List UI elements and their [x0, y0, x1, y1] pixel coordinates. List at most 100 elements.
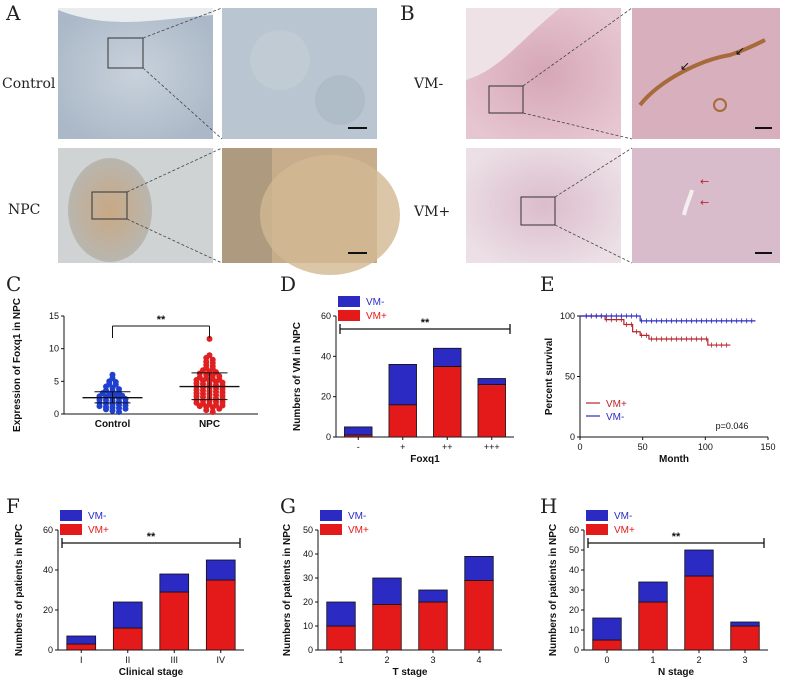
zoom-line	[126, 147, 223, 193]
zoom-line	[554, 147, 633, 198]
bar-vm-plus	[418, 601, 448, 651]
significance-label: **	[157, 314, 166, 326]
x-tick-label: 1	[338, 655, 343, 665]
y-tick-label: 50	[565, 372, 575, 382]
x-tick-label: 3	[430, 655, 435, 665]
y-tick-label: 10	[303, 621, 313, 631]
x-tick-label: NPC	[199, 419, 220, 430]
legend-label-vm-plus: VM+	[606, 399, 627, 410]
zoom-line	[554, 224, 633, 264]
x-axis-label: Foxq1	[410, 454, 440, 465]
micrograph-vm-minus-high: ↙ ↙	[632, 8, 780, 139]
y-tick-label: 40	[43, 565, 53, 575]
y-tick-label: 15	[49, 311, 59, 321]
bar-vm-plus	[66, 643, 97, 651]
x-tick-label: 2	[696, 655, 701, 665]
x-tick-label: 0	[604, 655, 609, 665]
x-tick-label: 0	[577, 442, 582, 452]
row-label-npc: NPC	[8, 202, 40, 218]
panel-letter-e: E	[540, 272, 555, 296]
zoom-line	[522, 7, 633, 87]
x-axis-label: T stage	[392, 667, 427, 678]
legend-label-vm-plus: VM+	[348, 525, 369, 536]
y-tick-label: 0	[570, 432, 575, 442]
bar-vm-minus	[477, 378, 506, 385]
y-tick-label: 40	[569, 565, 579, 575]
bar-vm-plus	[464, 580, 494, 651]
x-tick-label: 1	[650, 655, 655, 665]
y-tick-label: 0	[308, 645, 313, 655]
y-tick-label: 40	[303, 549, 313, 559]
chart-g: G 0 10 20 30 40 50 Numbers of patients in NPC 1 2…	[280, 494, 502, 678]
bar-vm-plus	[159, 591, 190, 651]
bar-vm-minus	[418, 589, 448, 603]
zoom-line	[142, 7, 223, 39]
y-tick-label: 20	[43, 605, 53, 615]
y-tick-label: 40	[321, 351, 331, 361]
panel-letter-c: C	[6, 272, 21, 296]
legend-label-vm-plus: VM+	[88, 525, 109, 536]
data-point-npc	[209, 404, 216, 411]
bar-vm-plus	[433, 366, 462, 438]
micrograph-vm-plus-high: ← ←	[632, 148, 780, 263]
legend-swatch-vm-minus	[60, 510, 82, 521]
bar-vm-plus	[326, 625, 356, 651]
y-tick-label: 0	[48, 645, 53, 655]
bar-vm-minus	[344, 426, 373, 436]
micrograph-npc-high	[222, 148, 400, 275]
arrow-icon: ←	[700, 175, 709, 188]
x-tick-label: III	[170, 655, 178, 665]
y-tick-label: 60	[43, 525, 53, 535]
bar-vm-minus	[730, 621, 760, 627]
y-tick-label: 20	[321, 392, 331, 402]
legend-swatch-vm-plus	[320, 524, 342, 535]
x-tick-label: -	[357, 442, 360, 452]
legend-swatch-vm-plus	[338, 310, 360, 321]
y-tick-label: 0	[54, 409, 59, 419]
x-axis-label: N stage	[658, 667, 695, 678]
p-value-label: p=0.046	[716, 421, 749, 431]
x-tick-label: I	[80, 655, 83, 665]
bar-vm-plus	[205, 579, 236, 651]
y-tick-label: 30	[569, 585, 579, 595]
micrograph-npc-low	[58, 148, 213, 263]
panel-letter-b: B	[400, 1, 415, 25]
x-axis-label: Month	[659, 454, 689, 465]
data-point-npc	[216, 405, 223, 412]
x-tick-label: 100	[698, 442, 713, 452]
x-tick-label: 3	[742, 655, 747, 665]
data-point-control	[122, 405, 129, 412]
data-point-control	[103, 406, 109, 413]
bar-vm-minus	[205, 559, 236, 581]
bar-vm-minus	[464, 556, 494, 581]
arrow-icon: ↙	[680, 59, 690, 73]
panel-letter-h: H	[540, 494, 557, 518]
legend-label-vm-plus: VM+	[366, 311, 387, 322]
data-point-npc	[206, 335, 213, 342]
bar-vm-plus	[477, 384, 506, 438]
data-point-npc	[203, 407, 210, 414]
arrow-icon: ↙	[735, 44, 745, 58]
y-tick-label: 5	[54, 376, 59, 386]
x-tick-label: ++	[442, 442, 453, 452]
zoom-line	[142, 67, 223, 140]
y-tick-label: 50	[569, 545, 579, 555]
y-tick-label: 20	[303, 597, 313, 607]
data-point-npc	[209, 409, 216, 416]
legend-label-vm-minus: VM-	[366, 297, 384, 308]
x-axis-label: Clinical stage	[119, 667, 184, 678]
bar-vm-plus	[592, 639, 622, 651]
survival-curve-vm-minus	[580, 315, 756, 322]
bar-vm-minus	[592, 617, 622, 641]
bar-vm-plus	[684, 575, 714, 651]
chart-e: E 0 50 100 Percent survival 0 50 100 150 Month VM+…	[540, 272, 776, 465]
bar-vm-minus	[159, 573, 190, 593]
micrograph-control-low	[58, 8, 213, 139]
y-axis-label: Percent survival	[544, 338, 555, 415]
y-tick-label: 10	[569, 625, 579, 635]
y-tick-label: 60	[321, 311, 331, 321]
x-tick-label: 50	[638, 442, 648, 452]
arrow-icon: ←	[700, 196, 709, 209]
legend-swatch-vm-minus	[586, 510, 608, 521]
